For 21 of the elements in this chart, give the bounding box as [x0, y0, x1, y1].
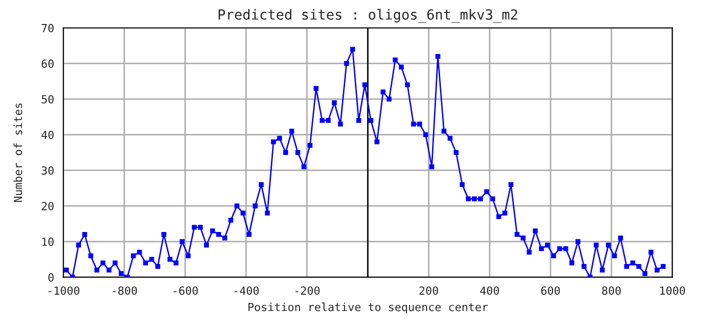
x-tick-label: -1000	[48, 286, 80, 295]
y-tick-label: 20	[42, 202, 54, 210]
y-axis-title: Number of sites	[14, 103, 22, 202]
x-tick-label: 200	[420, 286, 438, 295]
y-tick-label: 0	[48, 273, 54, 282]
x-tick-label: -200	[296, 286, 320, 295]
x-tick-label: 400	[480, 286, 499, 295]
y-tick-label: 40	[42, 130, 54, 140]
y-tick-label: 10	[42, 238, 54, 246]
y-tick-label: 70	[42, 24, 54, 32]
x-tick-label: 800	[602, 286, 621, 295]
x-tick-label: -600	[174, 286, 198, 295]
x-tick-label: 600	[541, 286, 560, 295]
x-axis-title: Position relative to sequence center	[248, 302, 488, 314]
chart-title: Predicted sites : oligos_6nt_mkv3_m2	[218, 8, 518, 23]
y-tick-label: 60	[42, 59, 54, 68]
y-tick-label: 30	[42, 166, 54, 175]
y-tick-label: 50	[42, 95, 54, 104]
x-tick-label: -400	[234, 286, 259, 295]
x-tick-label: -800	[112, 286, 137, 295]
x-tick-label: 1000	[660, 286, 685, 295]
